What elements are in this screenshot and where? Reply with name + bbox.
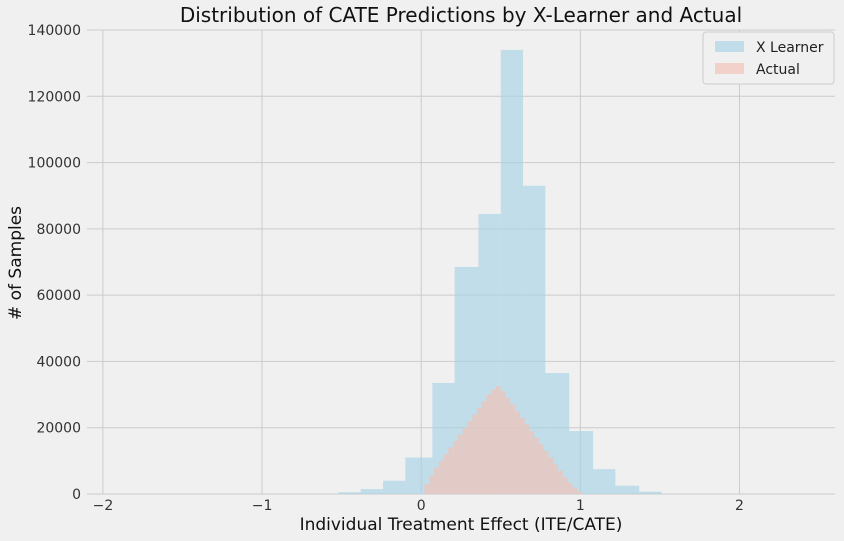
- bar-actual: [457, 434, 463, 494]
- bar-actual: [572, 487, 578, 494]
- bar-actual: [543, 450, 549, 494]
- bar-actual: [515, 411, 520, 494]
- y-tick-label: 140000: [28, 23, 81, 39]
- legend: X Learner Actual: [702, 31, 835, 85]
- bar-x-learner: [383, 480, 406, 494]
- bar-actual: [558, 470, 563, 494]
- bar-actual: [519, 417, 525, 494]
- bar-actual: [448, 447, 454, 494]
- bar-actual: [524, 424, 530, 494]
- bar-actual: [567, 482, 573, 494]
- x-tick-label: 2: [735, 498, 744, 514]
- bar-x-learner: [338, 492, 361, 494]
- bar-x-learner: [569, 431, 594, 494]
- bar-actual: [548, 457, 554, 494]
- bar-actual: [424, 484, 430, 494]
- bar-actual: [491, 389, 497, 494]
- x-tick-label: −1: [252, 498, 273, 514]
- y-tick-label: 100000: [28, 156, 81, 172]
- bar-x-learner: [523, 185, 546, 494]
- y-tick-label: 120000: [28, 89, 81, 105]
- bar-actual: [500, 391, 506, 494]
- chart-title: Distribution of CATE Predictions by X-Le…: [180, 3, 742, 27]
- bar-actual: [486, 394, 492, 494]
- bar-actual: [562, 477, 568, 494]
- bar-actual: [577, 491, 582, 494]
- x-tick-label: 0: [417, 498, 426, 514]
- y-axis-label: # of Samples: [6, 206, 26, 320]
- legend-label-actual: Actual: [756, 62, 800, 78]
- bar-actual: [496, 386, 501, 494]
- bar-actual: [467, 421, 473, 494]
- bar-x-learner: [593, 469, 616, 494]
- x-tick-label: 1: [576, 498, 585, 514]
- legend-swatch-actual: [715, 63, 744, 74]
- bar-actual: [429, 475, 434, 494]
- y-tick-label: 80000: [36, 222, 81, 238]
- bar-actual: [481, 401, 487, 494]
- y-tick-label: 20000: [36, 421, 81, 437]
- y-tick-label: 60000: [36, 288, 81, 304]
- legend-swatch-x-learner: [715, 41, 744, 52]
- y-tick-label: 0: [72, 487, 81, 503]
- bar-actual: [553, 464, 559, 494]
- x-tick-label: −2: [93, 498, 114, 514]
- legend-label-x-learner: X Learner: [756, 40, 824, 56]
- bar-x-learner: [360, 489, 384, 494]
- bar-x-learner: [500, 49, 524, 495]
- bar-actual: [505, 397, 511, 494]
- bar-actual: [453, 440, 458, 494]
- bar-x-learner: [639, 491, 662, 494]
- bar-x-learner: [615, 485, 640, 494]
- bar-actual: [510, 404, 516, 494]
- bar-actual: [476, 407, 482, 494]
- bar-actual: [534, 437, 539, 494]
- bar-actual: [438, 460, 444, 494]
- bar-actual: [529, 431, 535, 494]
- bar-actual: [538, 444, 544, 494]
- bar-actual: [443, 454, 449, 494]
- bars: [338, 49, 662, 495]
- tick-labels: 0 20000 40000 60000 80000 100000 120000 140000 −…: [28, 23, 744, 514]
- bar-actual: [472, 414, 477, 494]
- bar-actual: [462, 427, 468, 494]
- y-tick-label: 40000: [36, 354, 81, 370]
- bar-actual: [433, 467, 439, 494]
- x-axis-label: Individual Treatment Effect (ITE/CATE): [300, 515, 623, 535]
